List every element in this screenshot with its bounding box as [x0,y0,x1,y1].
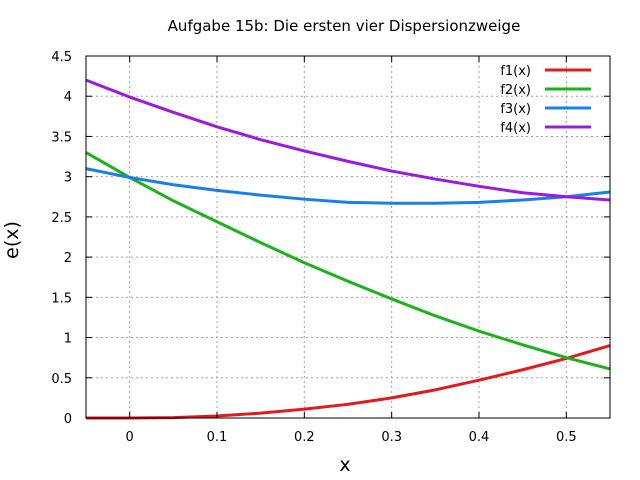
legend-label: f1(x) [500,64,531,79]
y-tick-label: 0 [64,412,72,427]
legend-label: f2(x) [500,83,531,98]
x-tick-label: 0.1 [207,430,228,445]
series-lines [85,78,611,420]
series-line-f3x [85,167,611,205]
y-tick-label: 2.5 [51,211,72,226]
y-axis-title: e(x) [1,221,23,259]
series-line-f2x [85,151,611,371]
y-tick-label: 1.5 [51,291,72,306]
y-tick-label: 2 [64,251,72,266]
y-tick-label: 3 [64,171,72,186]
y-tick-label: 3.5 [51,130,72,145]
series-line-f1x [86,344,611,420]
x-axis-title: x [339,454,350,476]
legend-label: f3(x) [500,102,531,117]
grid-lines [86,56,610,418]
y-tick-label: 4.5 [51,50,72,65]
y-tick-label: 4 [64,90,72,105]
x-tick-label: 0.2 [294,430,315,445]
series-line-f4x [85,78,611,202]
legend: f1(x) f2(x) f3(x) f4(x) [500,64,591,136]
x-tick-label: 0.4 [469,430,490,445]
plot-frame [85,55,611,419]
y-tick-label: 0.5 [51,372,72,387]
x-tick-label: 0 [126,430,134,445]
legend-label: f4(x) [500,121,531,136]
chart-title: Aufgabe 15b: Die ersten vier Dispersionz… [168,17,521,35]
x-tick-label: 0.5 [556,430,577,445]
y-tick-label: 1 [64,332,72,347]
axis-ticks: 0 0.1 0.2 0.3 0.4 0.5 0 0.5 1 1.5 2 2.5 3 3.5 4 4.5 [51,50,610,445]
x-tick-label: 0.3 [381,430,402,445]
